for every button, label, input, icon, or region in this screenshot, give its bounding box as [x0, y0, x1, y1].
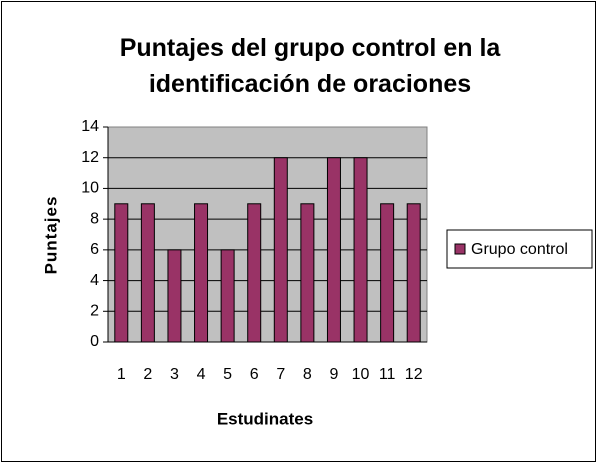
chart-title: Puntajes del grupo control en la identif…: [119, 34, 501, 98]
x-tick-label: 6: [250, 366, 259, 383]
bar: [326, 157, 341, 343]
x-tick-label: 4: [197, 366, 206, 383]
legend-marker: [454, 243, 466, 255]
x-tick-label: 12: [405, 366, 423, 383]
x-tick-label: 8: [303, 366, 312, 383]
bar: [300, 203, 315, 343]
x-tick-label: 11: [379, 366, 396, 383]
bar: [247, 203, 262, 343]
y-tick-label: 12: [81, 149, 99, 166]
y-tick-label: 0: [90, 333, 99, 350]
bar: [220, 249, 235, 343]
x-tick-label: 5: [223, 366, 232, 383]
bar: [167, 249, 182, 343]
plot-area: [107, 126, 428, 343]
y-axis-title: Puntajes: [41, 196, 60, 275]
bar: [114, 203, 129, 343]
x-tick-label: 1: [117, 366, 126, 383]
bar: [380, 203, 395, 343]
bar: [273, 157, 288, 343]
x-axis-title: Estudinates: [217, 409, 313, 428]
y-tick-label: 10: [81, 180, 99, 197]
x-tick-label: 2: [143, 366, 152, 383]
y-tick-label: 2: [90, 303, 99, 320]
x-tick-label: 3: [170, 366, 179, 383]
x-tick-label: 7: [276, 366, 285, 383]
y-tick-label: 4: [90, 272, 99, 289]
x-tick-label: 10: [352, 366, 370, 383]
y-tick-label: 6: [90, 241, 99, 258]
bar: [140, 203, 155, 343]
y-tick-label: 14: [81, 118, 99, 135]
y-tick-label: 8: [90, 210, 99, 227]
bar: [406, 203, 421, 343]
bar: [194, 203, 209, 343]
legend: [446, 229, 593, 269]
x-tick-label: 9: [330, 366, 339, 383]
bar: [353, 157, 368, 343]
legend-label: Grupo control: [471, 241, 568, 258]
